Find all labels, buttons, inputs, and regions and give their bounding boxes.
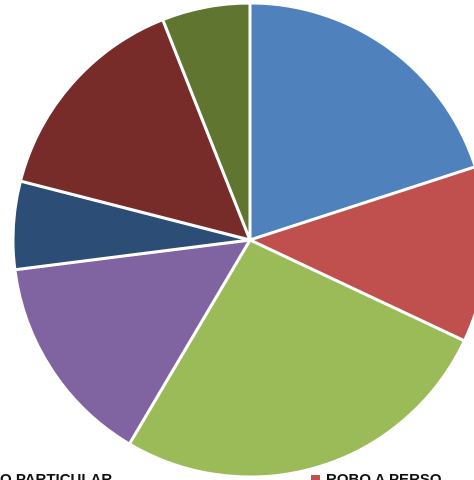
legend-label-0: O PARTICULAR [0,471,112,480]
pie-slices [11,1,474,479]
legend-label-1: ROBO A PERSO [326,471,442,480]
legend-swatch-1 [311,475,320,480]
pie-slice-3 [13,238,252,446]
legend: O PARTICULAR ROBO A PERSO [0,471,442,480]
pie-slice-0 [248,1,474,242]
pie-slice-6 [161,1,252,242]
pie-slice-2 [127,238,466,479]
pie-slice-1 [248,165,474,343]
pie-slice-5 [18,18,252,242]
